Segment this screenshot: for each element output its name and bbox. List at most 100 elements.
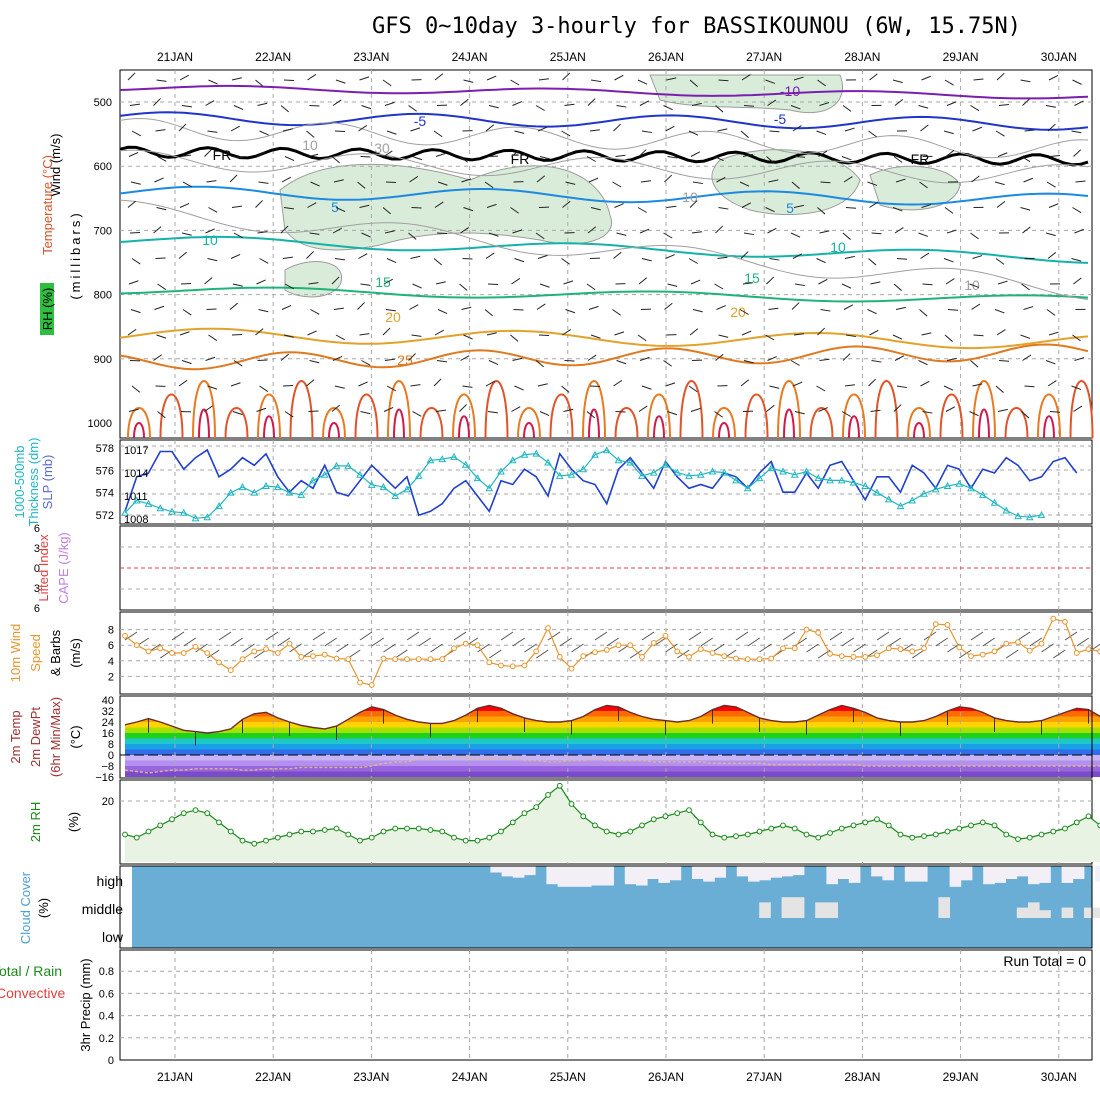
wind10-barb [606, 637, 620, 647]
contour-label: 15 [744, 270, 760, 286]
thickness-point [732, 476, 740, 484]
wind-barb [410, 384, 421, 387]
wind-barb [310, 309, 320, 315]
wind-barb [667, 156, 678, 159]
wind-barb [1020, 334, 1031, 339]
wind-barb [944, 207, 954, 214]
rh-contour [119, 117, 1089, 159]
wind-barb [127, 72, 136, 81]
wind10-point [439, 656, 446, 663]
high-cloud-clear-bar [949, 866, 962, 887]
rh-shaded-region [711, 149, 861, 215]
rh2m-point [263, 837, 269, 844]
wind-barb [331, 276, 340, 285]
rh2m-point [991, 822, 998, 829]
surface-hot-contour [458, 415, 470, 439]
wind-barb [436, 360, 447, 363]
wind10-barb [524, 643, 537, 653]
surface-warm-contour [614, 407, 639, 439]
thickness-point [520, 450, 529, 458]
wind-barb [1071, 130, 1082, 134]
wind10-frame [119, 611, 1093, 695]
wind10-point [415, 656, 422, 663]
wind-barb [868, 258, 877, 266]
thickness-point [320, 470, 329, 478]
wind10-barb [641, 631, 655, 641]
wind10-point [968, 653, 974, 659]
wind-barb [740, 251, 749, 259]
wind-barb [944, 79, 954, 86]
slp-label: SLP (mb) [40, 455, 55, 510]
wind-barb [411, 207, 422, 209]
thickness-point [990, 498, 999, 506]
wind-barb [894, 98, 904, 106]
wind10-barb [453, 631, 467, 641]
wind10-barb [195, 643, 208, 653]
wind10-point [298, 654, 305, 660]
wind-barb [715, 105, 724, 113]
wind-barb [488, 232, 499, 237]
wind-barb [843, 176, 853, 183]
wind-barb [943, 258, 954, 263]
wind10-barb [759, 643, 772, 653]
wind-barb [818, 150, 828, 157]
wind-barb [894, 355, 905, 361]
thickness-point [696, 470, 705, 478]
thickness-point [344, 461, 353, 469]
rh2m-point [404, 825, 410, 832]
wind-barb [231, 205, 242, 208]
rh2m-point [768, 825, 775, 832]
surface-hot-contour [718, 422, 730, 439]
wind10-point [521, 662, 528, 669]
wind-barb [842, 232, 851, 240]
rh2m-point [357, 837, 363, 844]
surface-warm-contour [127, 407, 151, 439]
upper-air-frame [119, 69, 1093, 439]
wind-barb [973, 334, 984, 337]
wind-barb [841, 156, 852, 161]
wind10-barb [982, 637, 996, 647]
wind-barb [995, 385, 1004, 393]
wind-barb [230, 125, 240, 132]
wind-barb [742, 153, 753, 157]
date-label-top: 28JAN [844, 50, 880, 64]
precip-tick: 0.6 [99, 988, 114, 1000]
date-label-top: 21JAN [157, 50, 193, 64]
high-cloud-clear-bar [568, 866, 581, 887]
wind-barb [943, 130, 954, 135]
wind-barb [409, 304, 419, 310]
wind-barb [841, 283, 852, 289]
wind-barb [255, 200, 263, 208]
wind10-barb [782, 631, 796, 641]
wind10-barb [958, 649, 972, 659]
wind-barb [409, 175, 419, 183]
high-cloud-clear-bar [1061, 866, 1074, 883]
li-tick: 3 [34, 583, 40, 595]
surface-hot-contour [133, 422, 145, 439]
contour-label: -5 [774, 111, 787, 127]
precip-tick: 0 [108, 1055, 114, 1067]
wind10-barb [911, 649, 925, 659]
wind-barb [969, 283, 980, 288]
high-cloud-clear-bar [781, 866, 794, 877]
wind10-barb [124, 631, 138, 641]
wind-barb [255, 328, 264, 336]
wind10-point [333, 655, 340, 662]
high-cloud-clear-bar [960, 866, 973, 881]
temp2m-tick: 16 [102, 728, 114, 740]
wind10-barb [1017, 631, 1031, 641]
wind-barb [487, 283, 499, 286]
surface-warm-contour [452, 393, 476, 439]
wind-barb [816, 258, 826, 264]
wind-barb [231, 77, 242, 81]
wind-barb [408, 105, 417, 112]
wind-barb [359, 333, 370, 336]
wind-barb [1046, 181, 1056, 188]
wind10-point [697, 646, 704, 652]
thickness-point [356, 470, 364, 478]
thickness-point [802, 467, 811, 475]
middle-cloud-clear-bar [1039, 910, 1051, 918]
wind-barb [510, 207, 519, 214]
